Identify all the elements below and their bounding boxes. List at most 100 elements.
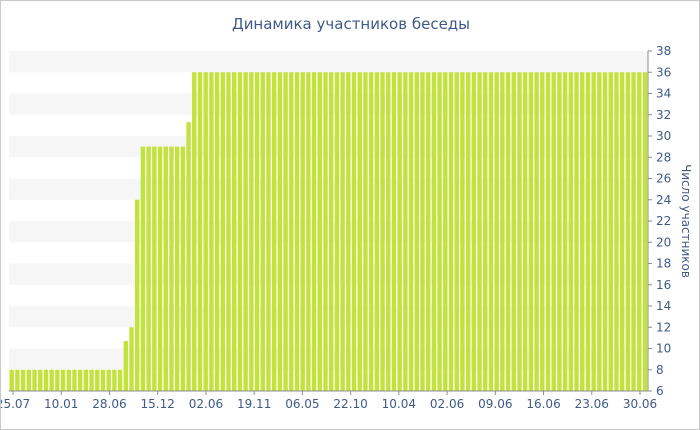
grid-bands: [9, 51, 648, 370]
bar: [100, 369, 106, 391]
bar: [55, 369, 60, 391]
bar: [43, 369, 49, 391]
bar: [174, 146, 180, 392]
bar: [534, 72, 539, 391]
x-tick-label: 23.06: [575, 397, 609, 411]
bar: [614, 72, 619, 391]
y-axis-title: Число участников: [679, 164, 693, 278]
bar: [465, 72, 471, 391]
bar: [460, 72, 465, 391]
bar: [374, 72, 380, 391]
bar: [20, 369, 26, 391]
bar: [408, 72, 414, 391]
y-tick-label: 38: [656, 44, 671, 58]
bar: [163, 146, 168, 392]
y-tick-label: 10: [656, 342, 671, 356]
bar: [528, 72, 534, 391]
bar: [243, 72, 248, 391]
bar: [574, 72, 579, 391]
x-tick-label: 09.06: [478, 397, 512, 411]
bar: [157, 146, 163, 392]
bar: [437, 72, 442, 391]
bar: [323, 72, 328, 391]
bar: [220, 72, 226, 391]
y-tick-label: 18: [656, 257, 671, 271]
bar: [471, 72, 477, 391]
bar: [140, 146, 146, 392]
bar: [266, 72, 271, 391]
bar: [180, 146, 186, 392]
bar: [351, 72, 357, 391]
bar: [483, 72, 488, 391]
bar: [260, 72, 265, 391]
bar: [631, 72, 636, 391]
x-tick-label: 28.06: [92, 397, 126, 411]
bar: [431, 72, 437, 391]
grid-band: [9, 51, 648, 73]
bar: [540, 72, 545, 391]
y-tick-label: 22: [656, 214, 671, 228]
bar: [591, 72, 596, 391]
bar: [443, 72, 448, 391]
grid-band: [9, 348, 648, 370]
bar: [625, 72, 631, 391]
bar: [226, 72, 231, 391]
bar: [89, 369, 94, 391]
x-tick-label: 16.06: [526, 397, 560, 411]
bar: [26, 369, 32, 391]
bar: [146, 146, 151, 392]
y-tick-label: 34: [656, 87, 671, 101]
bar: [203, 72, 208, 391]
bar: [545, 72, 551, 391]
y-tick-label: 6: [656, 384, 664, 398]
bar: [477, 72, 482, 391]
x-tick-label: 19.11: [237, 397, 271, 411]
bar: [340, 72, 345, 391]
y-tick-label: 30: [656, 129, 671, 143]
bar: [289, 72, 294, 391]
bar: [380, 72, 385, 391]
bar: [391, 72, 397, 391]
bar: [66, 369, 71, 391]
bar: [209, 72, 214, 391]
y-tick-label: 8: [656, 363, 664, 377]
grid-band: [9, 136, 648, 158]
bar: [397, 72, 402, 391]
bar: [363, 72, 368, 391]
bar: [580, 72, 585, 391]
bar: [72, 369, 77, 391]
bar: [488, 72, 494, 391]
bar: [232, 72, 237, 391]
bar: [334, 72, 340, 391]
x-tick-label: 10.04: [382, 397, 416, 411]
bar: [511, 72, 516, 391]
bar: [254, 72, 260, 391]
bar: [249, 72, 254, 391]
y-tick-label: 12: [656, 320, 671, 334]
bar: [505, 72, 511, 391]
bar: [637, 72, 642, 391]
x-tick-label: 22.10: [333, 397, 367, 411]
bar: [414, 72, 419, 391]
bar: [329, 72, 334, 391]
bar: [60, 369, 66, 391]
bar: [597, 72, 602, 391]
bar: [83, 369, 89, 391]
bar: [123, 341, 129, 391]
bar: [585, 72, 591, 391]
grid-band: [9, 93, 648, 115]
y-axis-ticks: 6 8 10 12 14 16 18 20 22 24 26 28 30 32 34 36 38: [648, 44, 671, 398]
bar: [517, 72, 522, 391]
bar: [602, 72, 608, 391]
bar: [271, 72, 277, 391]
bar: [106, 369, 111, 391]
bar: [317, 72, 322, 391]
x-axis-ticks: 25.07 10.01 28.06 15.12 02.06 19.11 06.05 22.10…: [1, 391, 657, 411]
bar: [562, 72, 568, 391]
grid-band: [9, 221, 648, 243]
bar: [277, 72, 283, 391]
chart-title: Динамика участников беседы: [232, 15, 470, 33]
bar: [135, 199, 140, 391]
x-tick-label: 25.07: [1, 397, 30, 411]
